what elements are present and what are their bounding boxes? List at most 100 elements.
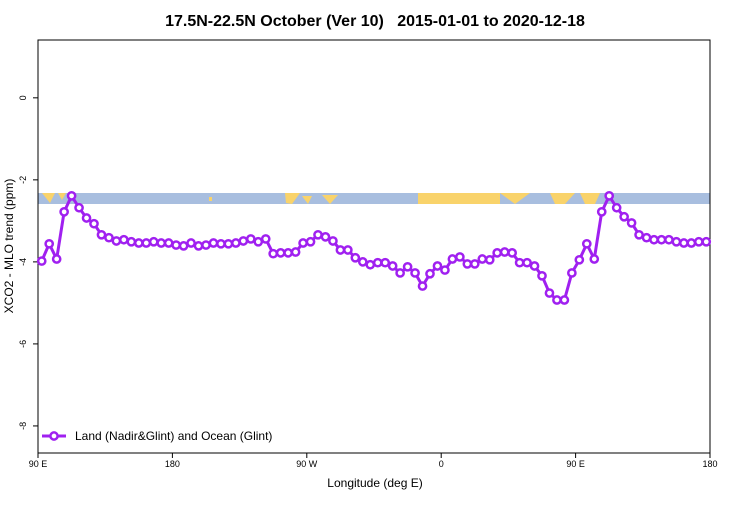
- point: [148, 236, 159, 247]
- point: [387, 261, 398, 271]
- plot-frame: [37, 39, 711, 454]
- point: [245, 234, 256, 244]
- point: [469, 259, 480, 269]
- x-axis-label: Longitude (deg E): [327, 476, 422, 490]
- point: [350, 252, 361, 263]
- point: [141, 238, 152, 248]
- point: [208, 238, 219, 248]
- point: [589, 254, 600, 264]
- point: [619, 211, 629, 222]
- point: [656, 234, 667, 245]
- y-tick-label: 0: [18, 95, 28, 100]
- point: [574, 254, 585, 265]
- point: [402, 261, 413, 272]
- point: [686, 238, 697, 248]
- point: [544, 288, 555, 298]
- point: [611, 202, 622, 213]
- point: [96, 229, 107, 240]
- y-tick-label: -4: [18, 258, 28, 266]
- point: [104, 232, 114, 243]
- point: [119, 234, 129, 245]
- point: [634, 229, 644, 240]
- point: [36, 256, 47, 266]
- point: [641, 232, 652, 243]
- point: [357, 257, 368, 267]
- point: [380, 257, 391, 268]
- y-axis-label: XCO2 - MLO trend (ppm): [2, 179, 16, 314]
- point: [59, 206, 69, 217]
- point: [238, 236, 249, 246]
- point: [477, 254, 488, 264]
- point: [701, 236, 712, 247]
- point: [156, 238, 167, 248]
- point: [51, 254, 62, 264]
- point: [492, 248, 503, 258]
- point: [693, 236, 704, 247]
- point: [567, 268, 577, 278]
- point: [522, 257, 532, 268]
- point: [395, 268, 405, 278]
- point: [417, 281, 428, 291]
- x-tick-label: 90 E: [566, 459, 585, 469]
- y-tick-label: -6: [18, 340, 28, 348]
- legend-marker: [49, 431, 59, 441]
- point: [223, 238, 234, 249]
- point: [171, 240, 181, 250]
- y-tick-label: -8: [18, 422, 28, 430]
- point: [552, 295, 562, 305]
- x-tick-label: 90 W: [296, 459, 318, 469]
- point: [231, 238, 241, 248]
- legend: Land (Nadir&Glint) and Ocean (Glint): [42, 429, 272, 443]
- y-tick-label: -2: [18, 176, 28, 184]
- point: [343, 245, 353, 255]
- point: [440, 265, 450, 275]
- point: [163, 238, 174, 248]
- point: [372, 257, 383, 268]
- point: [455, 252, 465, 262]
- point: [596, 206, 607, 217]
- point: [320, 232, 331, 242]
- point: [216, 238, 226, 249]
- surface-strip: [38, 193, 710, 204]
- point: [193, 241, 204, 251]
- point: [671, 236, 682, 247]
- point: [365, 259, 376, 270]
- point: [283, 248, 293, 258]
- point: [581, 238, 592, 249]
- point: [89, 218, 99, 229]
- point: [335, 245, 346, 255]
- point: [537, 270, 547, 281]
- point: [44, 238, 55, 249]
- point: [111, 236, 122, 246]
- point: [133, 238, 144, 248]
- point: [559, 295, 570, 305]
- point: [604, 190, 615, 201]
- x-tick-label: 180: [702, 459, 717, 469]
- point: [298, 238, 308, 248]
- x-tick-label: 0: [439, 459, 444, 469]
- point: [81, 213, 92, 223]
- point: [529, 261, 540, 271]
- point: [425, 268, 435, 279]
- point: [649, 234, 659, 245]
- point: [626, 218, 637, 228]
- point: [290, 247, 301, 257]
- point: [679, 238, 689, 248]
- point: [186, 238, 196, 248]
- point: [328, 236, 338, 246]
- point: [275, 248, 286, 258]
- point: [201, 240, 211, 250]
- point: [507, 248, 517, 258]
- point: [74, 202, 84, 213]
- point: [664, 234, 674, 245]
- point: [462, 259, 473, 269]
- point: [268, 248, 279, 259]
- point: [432, 261, 443, 271]
- x-tick-label: 90 E: [29, 459, 48, 469]
- chart-title: 17.5N-22.5N October (Ver 10) 2015-01-01 …: [165, 13, 585, 30]
- point: [410, 268, 420, 278]
- x-tick-label: 180: [165, 459, 180, 469]
- point: [66, 190, 77, 201]
- point: [305, 236, 316, 247]
